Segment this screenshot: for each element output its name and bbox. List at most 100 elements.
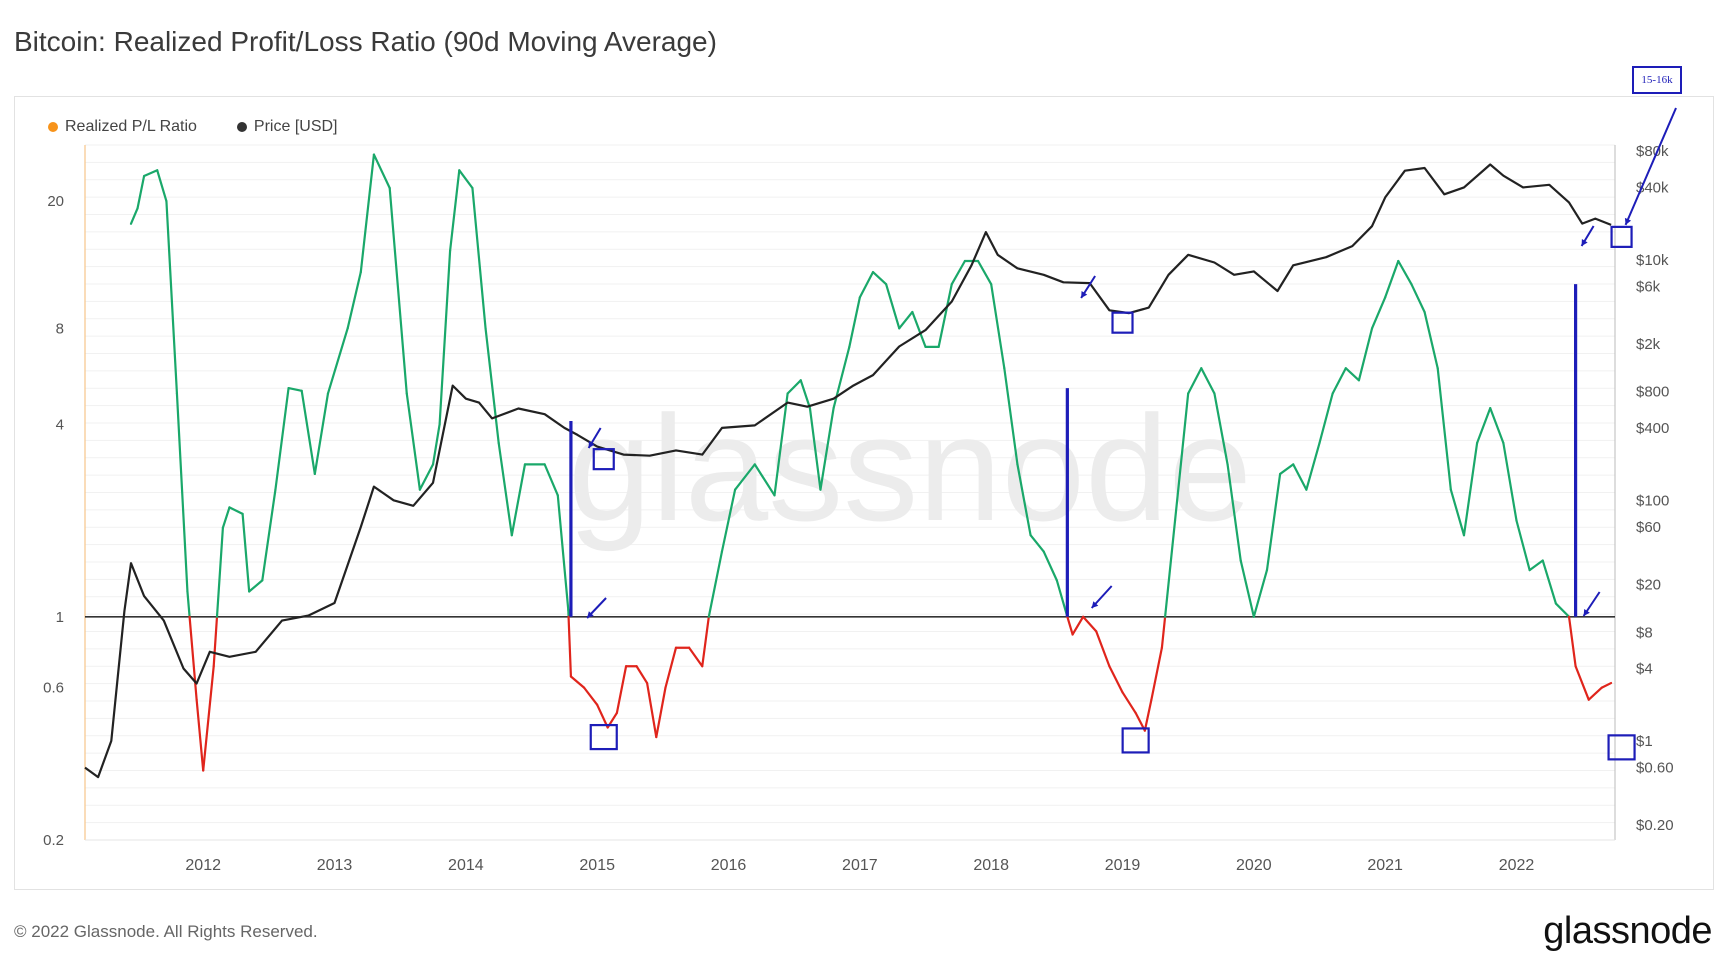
ratio-line-segment [241,512,251,593]
legend-item-ratio[interactable]: Realized P/L Ratio [48,118,197,136]
ratio-line-segment [431,423,441,466]
annotation-arrowhead [1624,217,1632,225]
ratio-line-segment [688,646,704,668]
right-tick-label: $80k [1636,143,1669,160]
ratio-line-segment [1449,488,1466,537]
ratio-line-segment [950,259,967,286]
ratio-line-segment [799,379,812,410]
legend-item-price[interactable]: Price [USD] [236,118,338,136]
ratio-line-segment [142,169,159,178]
ratio-line-segment [871,270,888,286]
ratio-line-segment [773,392,789,497]
right-tick-label: $100 [1636,492,1669,509]
copyright-footer: © 2022 Glassnode. All Rights Reserved. [14,922,318,941]
annotation-box [592,448,615,471]
ratio-line-segment [543,463,559,497]
ratio-line-segment [1239,559,1255,618]
right-tick-label: $2k [1636,336,1661,353]
legend-dot-ratio [48,122,58,132]
ratio-line-segment [990,283,1006,370]
ratio-line-segment [885,283,901,330]
legend: Realized P/L Ratio Price [USD] [48,118,338,136]
ratio-line-segment [1331,367,1347,395]
x-tick-label: 2020 [1236,857,1272,874]
ratio-line-segment [1095,630,1111,668]
ratio-line-segment [567,615,573,678]
ratio-line-segment [1318,392,1334,445]
ratio-line-segment [188,615,198,701]
annotation-box [1121,727,1150,754]
ratio-line-segment [1541,559,1558,605]
ratio-line-segment [655,686,667,739]
brand-logo: glassnode [1543,910,1712,952]
ratio-line-segment [497,441,513,537]
ratio-line-segment [1587,686,1603,701]
ratio-line-segment [1066,615,1074,636]
ratio-line-segment [1200,367,1216,395]
ratio-line-segment [1305,441,1321,491]
ratio-line-segment [1410,283,1426,314]
ratio-line-segment [129,207,139,225]
ratio-line-segment [359,153,376,274]
ratio-line-segment [136,174,146,210]
ratio-line-segment [1226,463,1242,562]
right-tick-label: $400 [1636,420,1669,437]
annotation-arrowhead [587,611,594,618]
annotation-arrowhead [1581,239,1588,246]
ratio-line-segment [471,186,487,330]
ratio-line-segment [645,681,658,739]
ratio-line-segment [1252,568,1269,618]
annotation-arrowhead [1583,609,1590,616]
left-tick-label: 0.6 [43,680,64,697]
x-tick-label: 2012 [185,857,221,874]
ratio-line-segment [858,270,875,299]
ratio-line-segment [1121,691,1137,715]
annotation-arrow [1624,107,1677,226]
ratio-line-segment [1554,602,1571,618]
ratio-line-segment [448,169,461,252]
legend-label-ratio: Realized P/L Ratio [65,118,197,135]
ratio-line-segment [753,463,776,497]
left-tick-label: 1 [56,609,64,626]
ratio-line-segment [701,615,710,668]
ratio-line-segment [186,590,191,618]
ratio-line-segment [510,463,527,537]
ratio-line-segment [195,698,205,772]
ratio-line-segment [1515,519,1531,572]
ratio-line-segment [596,703,609,729]
legend-label-price: Price [USD] [253,118,338,135]
left-tick-label: 0.2 [43,832,64,849]
ratio-line-segment [898,310,914,330]
left-tick-label: 8 [56,320,64,337]
ratio-line-segment [372,153,391,190]
ratio-line-segment [287,386,303,392]
ratio-line-segment [976,259,993,286]
ratio-line-segment [165,200,179,395]
ratio-line-segment [221,506,231,529]
ratio-line-segment [786,379,802,395]
ratio-line-segment [1476,407,1492,445]
watermark-text: glassnode [568,384,1252,552]
annotation-box [589,723,618,751]
ratio-line-segment [1173,392,1190,522]
ratio-line-segment [261,488,277,582]
ratio-line-segment [733,463,756,491]
ratio-line-segment [720,488,737,553]
ratio-line-segment [1071,615,1085,636]
ratio-line-segment [1265,472,1282,572]
ratio-line-segment [346,270,362,330]
x-tick-label: 2019 [1105,857,1141,874]
x-tick-label: 2021 [1367,857,1403,874]
ratio-line-segment [1016,463,1032,537]
ratio-line-segment [1279,463,1295,476]
ratio-line-segment [1292,463,1308,491]
annotation-arrowhead [588,441,595,448]
annotation-arrowhead [1081,291,1088,298]
x-tick-label: 2016 [711,857,747,874]
right-tick-label: $1 [1636,733,1653,750]
right-tick-label: $0.20 [1636,817,1674,834]
annotation-box [1111,311,1134,334]
ratio-line-segment [848,296,861,348]
ratio-line-segment [1567,615,1577,668]
x-tick-label: 2015 [579,857,615,874]
